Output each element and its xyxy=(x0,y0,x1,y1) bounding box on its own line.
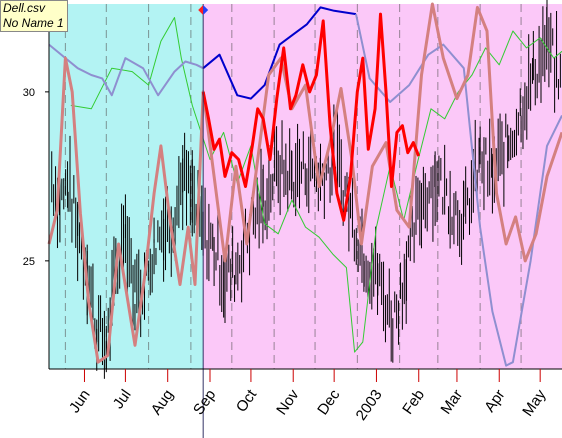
price-bars xyxy=(51,0,561,379)
moving-average-history xyxy=(48,43,204,97)
x-tick-label: Jun xyxy=(66,387,94,417)
x-tick-label: Aug xyxy=(148,387,177,419)
x-tick-label: Jul xyxy=(110,387,135,412)
x-tick-label: May xyxy=(519,386,549,419)
x-axis-ticks: Jun Jul Aug Sep Oct Nov Dec 2003 Feb Mar Apr May xyxy=(66,369,550,424)
divider-marker-icon[interactable] xyxy=(198,5,209,15)
x-tick-label: Oct xyxy=(233,386,261,416)
forecast-price-line xyxy=(201,12,421,222)
y-axis-ticks: 25 30 xyxy=(23,87,49,268)
x-tick-label: Nov xyxy=(273,386,303,418)
marker-right-half xyxy=(203,5,209,15)
vertical-gridlines xyxy=(64,4,522,369)
x-tick-label: 2003 xyxy=(353,387,386,424)
moving-average-late xyxy=(355,13,562,367)
x-tick-label: Mar xyxy=(437,387,466,418)
file-name-label: Dell.csv xyxy=(3,1,46,15)
marker-left-half xyxy=(198,5,204,15)
y-tick-label: 25 xyxy=(23,256,35,268)
x-tick-label: Feb xyxy=(399,387,428,418)
moving-average-forecast xyxy=(202,6,357,100)
x-tick-label: Dec xyxy=(314,386,344,418)
x-tick-label: Sep xyxy=(190,387,219,419)
x-tick-label: Apr xyxy=(481,387,508,416)
series-lines xyxy=(47,2,562,367)
chart-name-label: No Name 1 xyxy=(3,16,64,30)
chart-label-box[interactable]: Dell.csv No Name 1 xyxy=(0,0,68,32)
y-tick-label: 30 xyxy=(23,87,35,99)
indicator-line xyxy=(70,17,562,353)
